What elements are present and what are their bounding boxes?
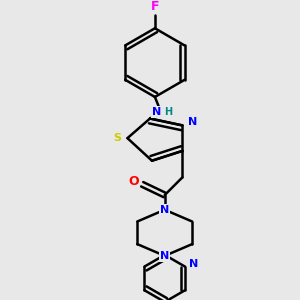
Text: N: N bbox=[160, 205, 169, 215]
Text: S: S bbox=[114, 133, 122, 143]
Text: N: N bbox=[160, 251, 169, 261]
Text: N: N bbox=[188, 118, 197, 128]
Text: O: O bbox=[128, 175, 139, 188]
Text: H: H bbox=[165, 107, 173, 117]
Text: N: N bbox=[189, 259, 199, 269]
Text: N: N bbox=[152, 107, 161, 117]
Text: F: F bbox=[151, 0, 159, 13]
